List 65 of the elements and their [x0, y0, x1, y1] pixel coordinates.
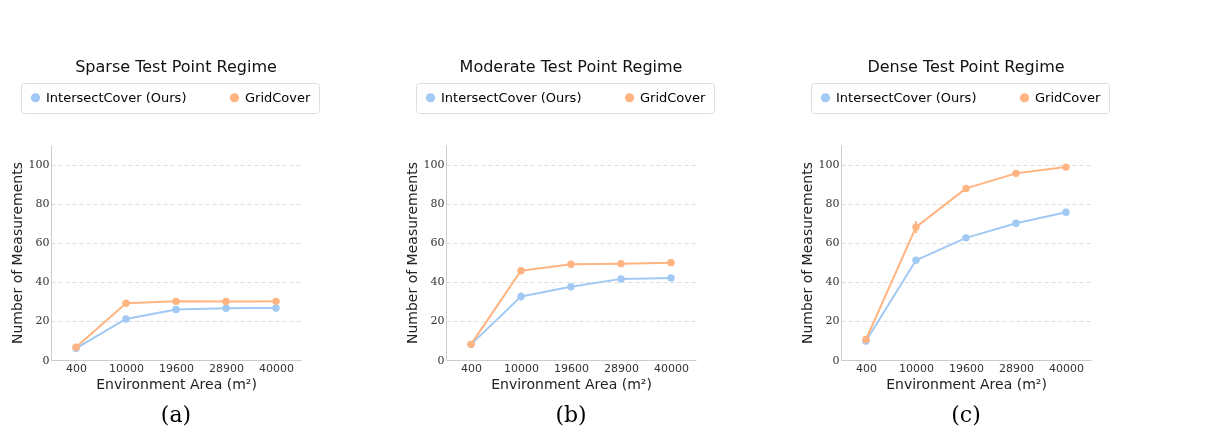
y-tick-label: 100: [423, 158, 445, 172]
point: [667, 274, 675, 282]
chart-title: Dense Test Point Regime: [867, 56, 1065, 76]
y-tick-label: 100: [818, 158, 840, 172]
legend-label: IntersectCover (Ours): [836, 89, 977, 105]
x-axis-title: Environment Area (m²): [886, 375, 1047, 392]
y-axis-title: Number of Measurements: [403, 161, 420, 345]
y-tick-label: 80: [825, 197, 840, 211]
y-tick-label: 80: [430, 197, 445, 211]
y-tick-label: 60: [430, 236, 445, 250]
x-tick-label: 28900: [209, 361, 244, 375]
x-tick-label: 40000: [259, 361, 294, 375]
y-tick-label: 100: [28, 158, 50, 172]
x-tick-label: 400: [461, 361, 482, 375]
x-tick-label: 10000: [504, 361, 539, 375]
x-tick-label: 19600: [554, 361, 589, 375]
legend-label: IntersectCover (Ours): [441, 89, 582, 105]
y-axis-title: Number of Measurements: [8, 161, 25, 345]
x-tick-label: 40000: [1049, 361, 1084, 375]
y-tick-label: 0: [832, 353, 840, 367]
point: [122, 315, 130, 323]
x-tick-label: 19600: [949, 361, 984, 375]
text: (b): [555, 402, 587, 427]
y-tick-label: 60: [825, 236, 840, 250]
point: [222, 304, 230, 312]
legend-label: GridCover: [245, 89, 311, 105]
y-tick-label: 20: [430, 314, 445, 328]
x-axis-title: Environment Area (m²): [491, 375, 652, 392]
point: [172, 305, 180, 314]
point: [222, 297, 230, 306]
point: [1062, 163, 1070, 171]
x-tick-label: 28900: [604, 361, 639, 375]
point: [667, 258, 675, 267]
chart-title: Moderate Test Point Regime: [459, 56, 683, 76]
legend-label: GridCover: [640, 89, 706, 105]
point: [272, 297, 280, 306]
chart-title: Sparse Test Point Regime: [75, 56, 277, 76]
y-tick-label: 60: [35, 236, 50, 250]
y-tick-label: 20: [35, 314, 50, 328]
point: [272, 304, 280, 312]
y-tick-label: 40: [825, 275, 840, 289]
y-axis-title: Number of Measurements: [798, 161, 815, 345]
x-tick-label: 28900: [999, 361, 1034, 375]
x-tick-label: 19600: [159, 361, 194, 375]
x-tick-label: 10000: [109, 361, 144, 375]
x-tick-label: 400: [66, 361, 87, 375]
x-axis-title: Environment Area (m²): [96, 375, 257, 392]
y-tick-label: 20: [825, 314, 840, 328]
point: [517, 266, 525, 275]
y-tick-label: 80: [35, 197, 50, 211]
point: [567, 260, 575, 268]
y-tick-label: 40: [35, 275, 50, 289]
text: (c): [951, 402, 981, 427]
legend-label: GridCover: [1035, 89, 1101, 105]
point: [122, 299, 130, 308]
x-tick-label: 400: [856, 361, 877, 375]
y-tick-label: 40: [430, 275, 445, 289]
x-tick-label: 40000: [654, 361, 689, 375]
y-tick-label: 0: [437, 353, 445, 367]
point: [617, 259, 625, 268]
y-tick-label: 0: [42, 353, 50, 367]
legend-label: IntersectCover (Ours): [46, 89, 187, 105]
point: [172, 297, 180, 306]
text: (a): [160, 402, 192, 427]
x-tick-label: 10000: [899, 361, 934, 375]
